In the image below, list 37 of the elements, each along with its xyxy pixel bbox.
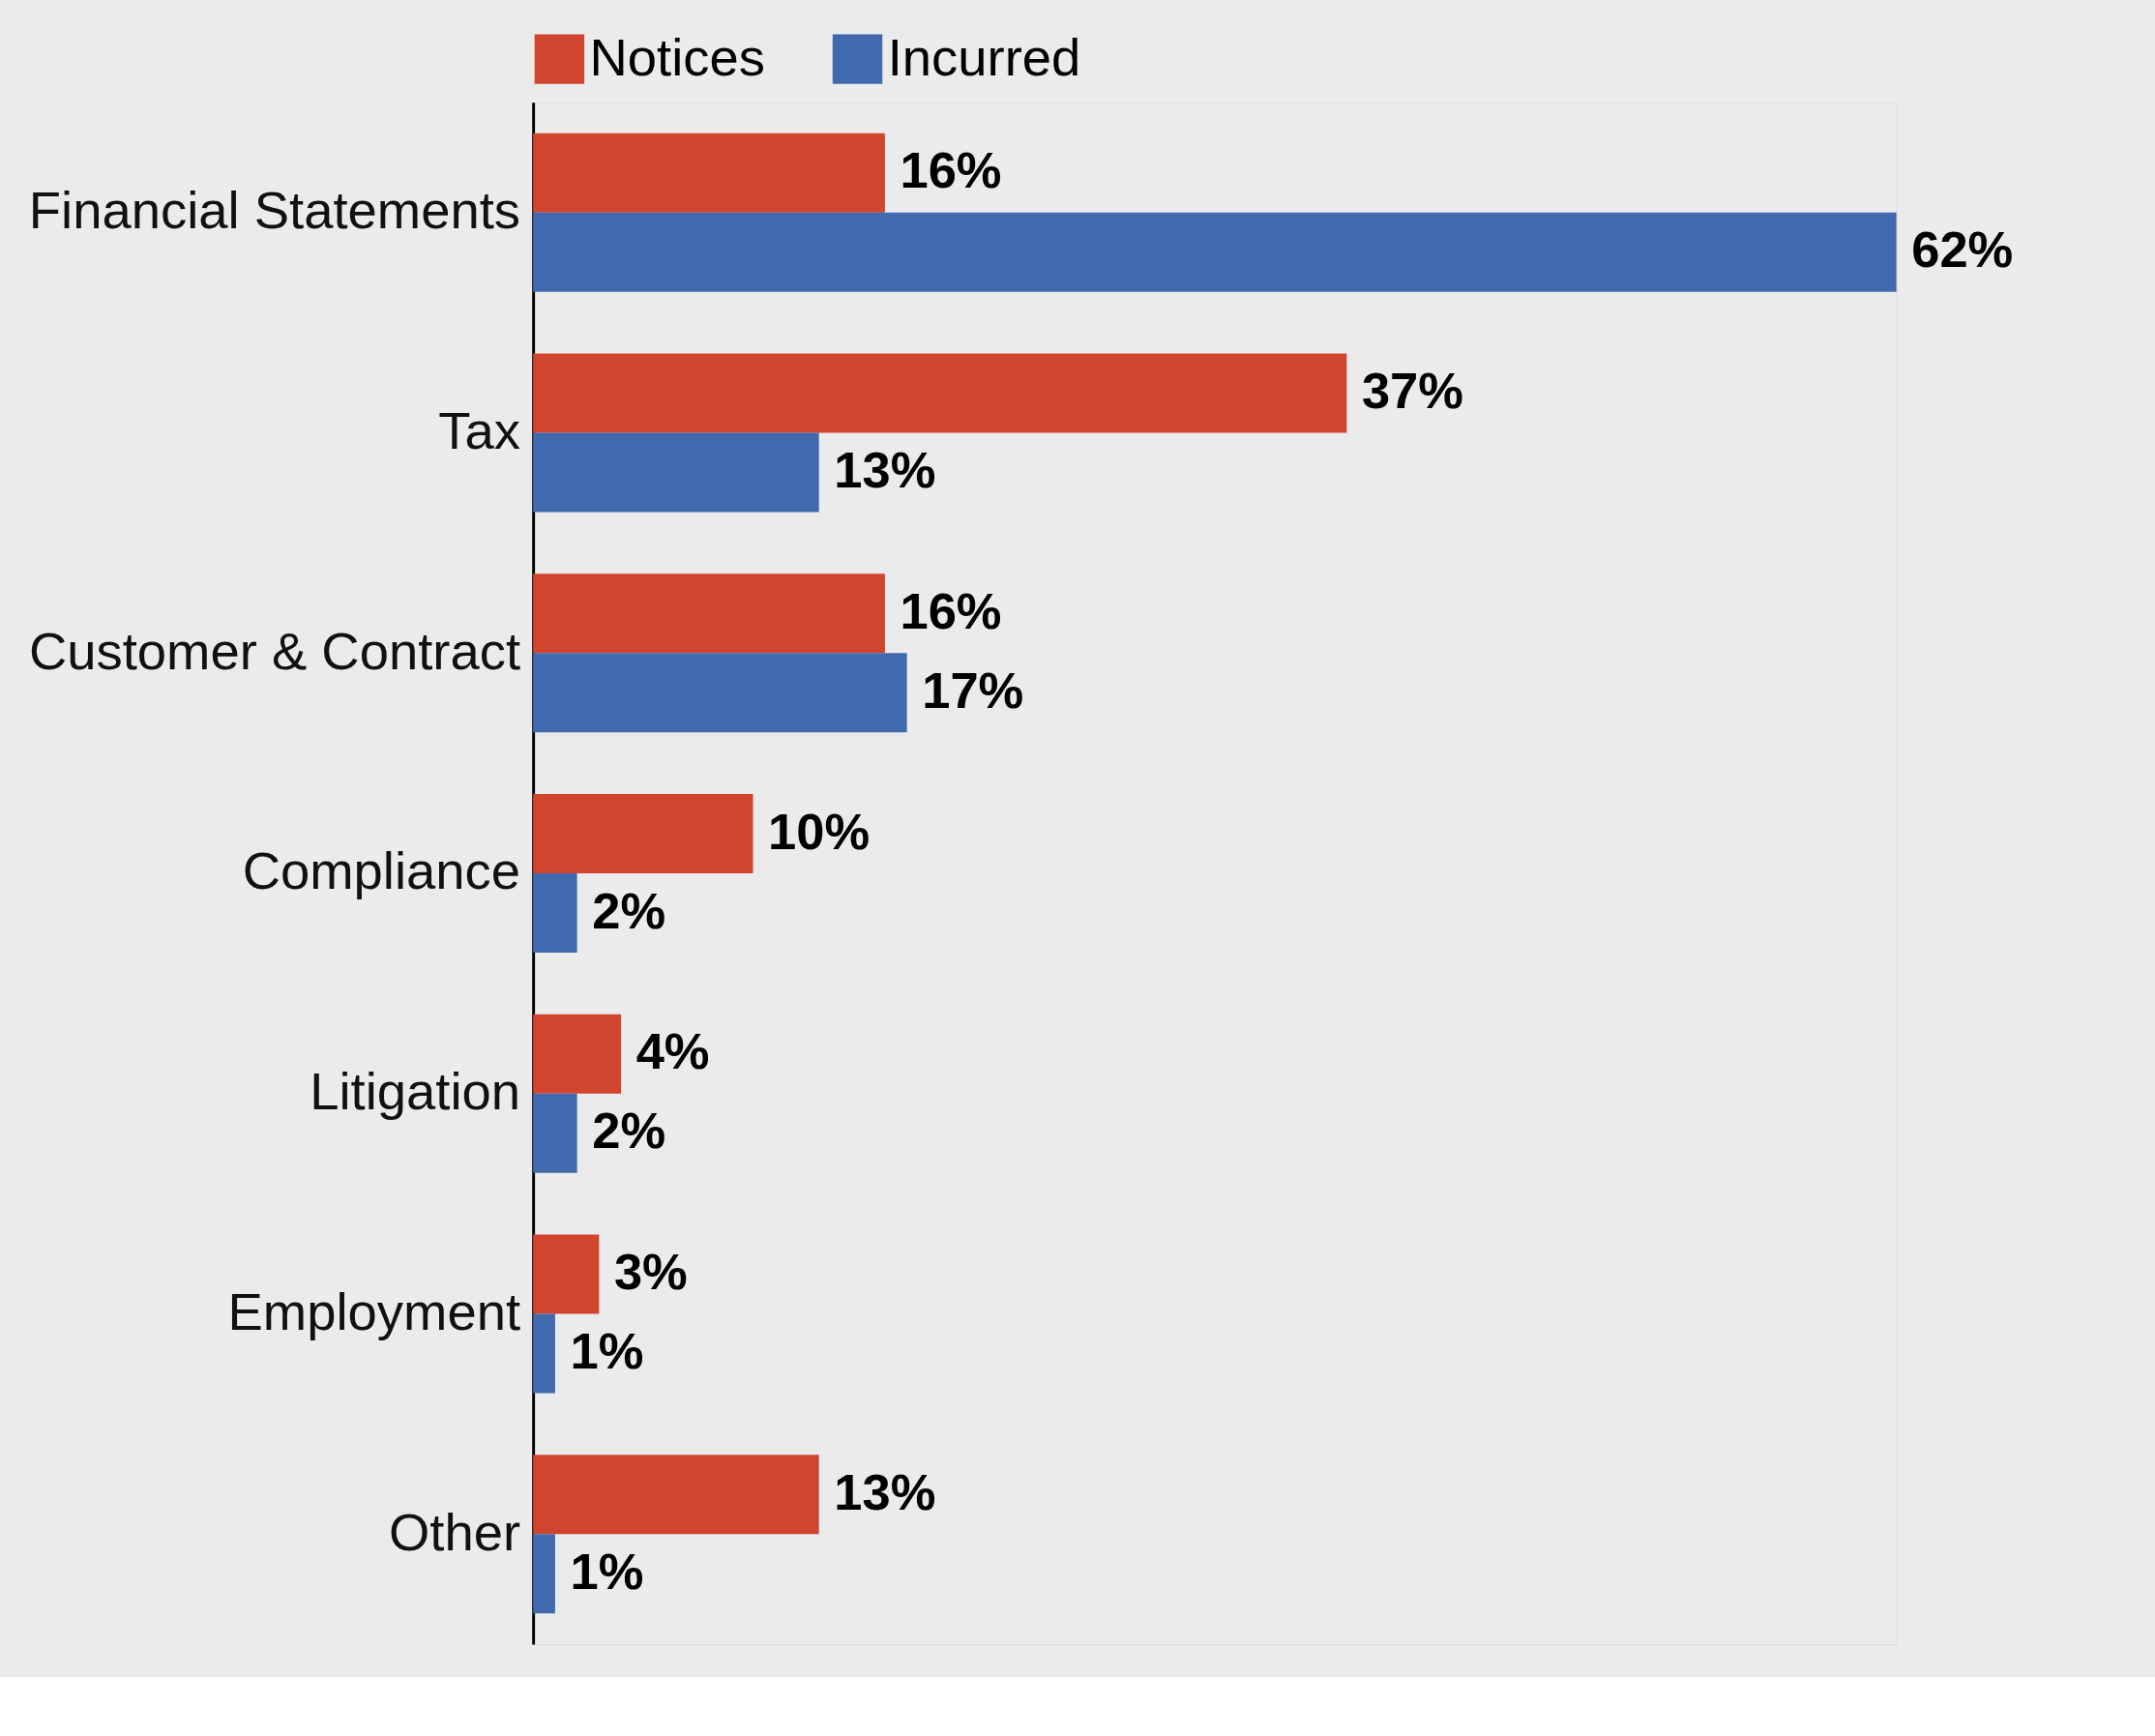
data-label: 62% (1911, 221, 2014, 279)
y-tick-label: Financial Statements (28, 181, 521, 241)
bar (533, 1313, 555, 1394)
y-tick-label: Litigation (310, 1062, 521, 1122)
y-tick-label: Other (388, 1502, 521, 1562)
bar (533, 793, 753, 873)
bar (533, 1455, 819, 1535)
bar (533, 1534, 555, 1614)
bar (533, 574, 885, 654)
data-label: 16% (900, 141, 1002, 199)
y-tick-label: Tax (438, 401, 521, 460)
y-tick-label: Compliance (242, 841, 521, 901)
bar (533, 1093, 577, 1173)
bar (533, 132, 885, 213)
data-label: 2% (592, 881, 666, 939)
y-tick-label: Employment (227, 1281, 521, 1341)
legend-label: Notices (589, 27, 765, 87)
y-tick-label: Customer & Contract (28, 621, 521, 681)
data-label: 10% (768, 802, 871, 860)
bar (533, 872, 577, 953)
data-label: 13% (834, 441, 936, 499)
bar (533, 353, 1347, 433)
data-label: 13% (834, 1462, 936, 1520)
data-label: 17% (922, 661, 1024, 719)
bar (533, 653, 907, 733)
bar (533, 1014, 622, 1094)
data-label: 1% (570, 1542, 644, 1600)
data-label: 2% (592, 1102, 666, 1160)
data-label: 4% (635, 1022, 710, 1080)
data-label: 37% (1361, 362, 1463, 420)
legend-label: Incurred (887, 27, 1081, 87)
bar (533, 212, 1897, 292)
bar (533, 1234, 600, 1314)
bar (533, 432, 819, 513)
data-label: 3% (613, 1243, 688, 1301)
data-label: 1% (570, 1322, 644, 1379)
data-label: 16% (900, 581, 1002, 639)
